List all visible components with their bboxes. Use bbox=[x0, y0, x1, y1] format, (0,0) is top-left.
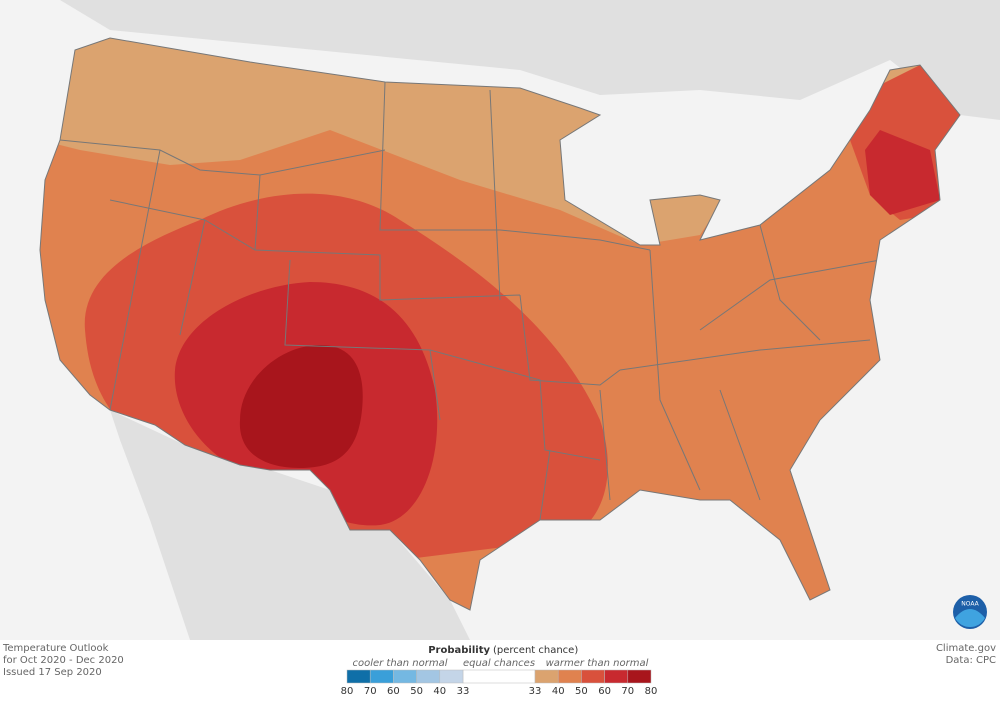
legend-tick-label: 33 bbox=[457, 686, 470, 697]
legend-swatch bbox=[462, 669, 536, 684]
legend-tick-label: 60 bbox=[598, 686, 611, 697]
legend-tick-label: 40 bbox=[433, 686, 446, 697]
noaa-logo-wave bbox=[955, 609, 985, 627]
footer-issued: Issued 17 Sep 2020 bbox=[3, 667, 102, 678]
legend-swatch bbox=[604, 669, 629, 684]
legend-tick-label: 70 bbox=[364, 686, 377, 697]
footer-data: Data: CPC bbox=[946, 655, 996, 666]
legend-title: Probability bbox=[428, 645, 490, 656]
legend-tick-label: 80 bbox=[645, 686, 658, 697]
legend-swatch bbox=[346, 669, 371, 684]
logo-text: NOAA bbox=[961, 601, 979, 608]
legend-swatch bbox=[534, 669, 559, 684]
legend-tick-label: 33 bbox=[529, 686, 542, 697]
canada bbox=[0, 0, 1000, 120]
legend-tick-label: 40 bbox=[552, 686, 565, 697]
footer-title: Temperature Outlook bbox=[2, 643, 109, 654]
warmer-label: warmer than normal bbox=[546, 658, 649, 669]
state-lines bbox=[59, 81, 881, 521]
zone-ne-inner bbox=[865, 130, 940, 215]
equal-label: equal chances bbox=[463, 658, 535, 669]
cooler-label: cooler than normal bbox=[352, 658, 447, 669]
legend-tick-label: 70 bbox=[621, 686, 634, 697]
legend-swatch bbox=[557, 669, 582, 684]
legend-tick-label: 50 bbox=[410, 686, 423, 697]
legend: 80 70 60 50 40 33 33 40 50 60 70 80 bbox=[341, 669, 658, 697]
legend-swatch bbox=[393, 669, 417, 684]
legend-tick-label: 60 bbox=[387, 686, 400, 697]
zone-70-80 bbox=[239, 345, 363, 468]
legend-tick-label: 50 bbox=[575, 686, 588, 697]
legend-swatch bbox=[581, 669, 605, 684]
footer-source: Climate.gov bbox=[936, 643, 996, 654]
footer-period: for Oct 2020 - Dec 2020 bbox=[3, 655, 124, 666]
legend-swatch bbox=[439, 669, 464, 684]
legend-swatch bbox=[416, 669, 441, 684]
legend-tick-label: 80 bbox=[341, 686, 354, 697]
legend-subtitle: (percent chance) bbox=[493, 645, 578, 656]
legend-swatch bbox=[369, 669, 394, 684]
mexico bbox=[110, 410, 470, 640]
legend-swatch bbox=[627, 669, 652, 684]
